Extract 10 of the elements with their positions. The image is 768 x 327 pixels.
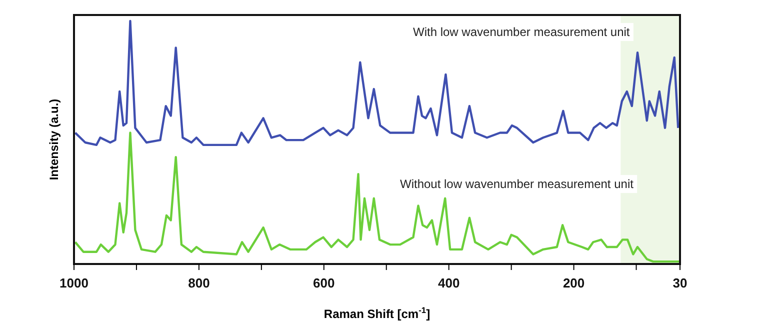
x-tick-label: 30 <box>672 275 688 290</box>
x-tick-label: 800 <box>188 275 210 290</box>
x-axis-title: Raman Shift [cm$^{-1}$] <box>324 305 430 321</box>
y-axis-title: Intensity (a.u.) <box>47 98 61 180</box>
x-tick-label: 200 <box>562 275 585 290</box>
x-tick-label: 400 <box>438 275 460 290</box>
series-label: With low wavenumber measurement unit <box>413 25 630 39</box>
x-tick-label: 1000 <box>60 275 88 290</box>
series-label: Without low wavenumber measurement unit <box>400 177 634 191</box>
x-tick-label: 600 <box>313 275 335 290</box>
